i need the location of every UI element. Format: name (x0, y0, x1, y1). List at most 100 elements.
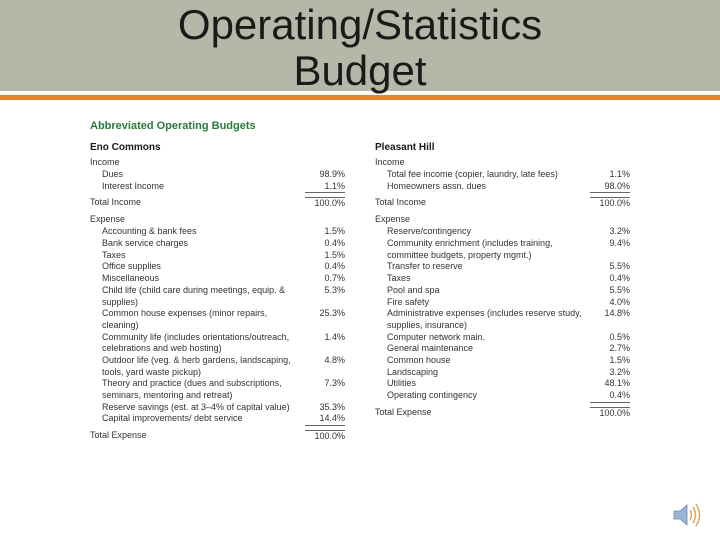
row-label: Bank service charges (90, 238, 305, 250)
row-value: 1.5% (305, 226, 345, 238)
page-title: Operating/Statistics Budget (0, 0, 720, 94)
row-value: 48.1% (590, 378, 630, 390)
data-row: Reserve savings (est. at 3–4% of capital… (90, 402, 345, 414)
data-row: Miscellaneous0.7% (90, 273, 345, 285)
row-label: Pool and spa (375, 285, 590, 297)
right-total-expense-label: Total Expense (375, 407, 432, 418)
row-value: 5.5% (590, 285, 630, 297)
row-value: 1.1% (305, 181, 345, 194)
row-value: 9.4% (590, 238, 630, 250)
title-line-2: Budget (293, 47, 426, 94)
row-value: 4.8% (305, 355, 345, 367)
row-label: Homeowners assn. dues (375, 181, 590, 193)
data-row: Administrative expenses (includes reserv… (375, 308, 630, 331)
right-total-expense: Total Expense 100.0% (375, 407, 630, 418)
data-row: Fire safety4.0% (375, 297, 630, 309)
row-label: Administrative expenses (includes reserv… (375, 308, 590, 331)
data-row: Taxes1.5% (90, 250, 345, 262)
left-income-label: Income (90, 157, 345, 167)
row-label: Common house expenses (minor repairs, cl… (90, 308, 305, 331)
row-label: Operating contingency (375, 390, 590, 402)
data-row: Dues98.9% (90, 169, 345, 181)
left-column: Eno Commons Income Dues98.9%Interest Inc… (90, 142, 345, 447)
title-line-1: Operating/Statistics (178, 1, 542, 48)
row-value: 1.1% (590, 169, 630, 181)
content-area: Abbreviated Operating Budgets Eno Common… (0, 100, 720, 457)
data-row: Community life (includes orientations/ou… (90, 332, 345, 355)
data-row: Theory and practice (dues and subscripti… (90, 378, 345, 401)
data-row: Accounting & bank fees1.5% (90, 226, 345, 238)
left-total-income-val: 100.0% (305, 197, 345, 208)
row-label: Theory and practice (dues and subscripti… (90, 378, 305, 401)
row-value: 1.5% (305, 250, 345, 262)
section-header: Abbreviated Operating Budgets (90, 120, 630, 132)
data-row: Interest Income1.1% (90, 181, 345, 194)
row-value: 14.8% (590, 308, 630, 320)
right-income-label: Income (375, 157, 630, 167)
row-value: 1.5% (590, 355, 630, 367)
left-total-expense-val: 100.0% (305, 430, 345, 441)
data-row: General maintenance2.7% (375, 343, 630, 355)
data-row: Total fee income (copier, laundry, late … (375, 169, 630, 181)
row-value: 3.2% (590, 226, 630, 238)
right-column: Pleasant Hill Income Total fee income (c… (375, 142, 630, 447)
data-row: Landscaping3.2% (375, 367, 630, 379)
data-row: Office supplies0.4% (90, 261, 345, 273)
row-label: Total fee income (copier, laundry, late … (375, 169, 590, 181)
right-total-income: Total Income 100.0% (375, 197, 630, 208)
data-row: Common house expenses (minor repairs, cl… (90, 308, 345, 331)
left-total-income-label: Total Income (90, 197, 141, 208)
right-total-income-val: 100.0% (590, 197, 630, 208)
left-total-expense: Total Expense 100.0% (90, 430, 345, 441)
data-row: Taxes0.4% (375, 273, 630, 285)
row-value: 0.4% (590, 273, 630, 285)
row-label: Community enrichment (includes training,… (375, 238, 590, 261)
row-value: 5.3% (305, 285, 345, 297)
row-label: Utilities (375, 378, 590, 390)
row-value: 0.4% (590, 390, 630, 403)
row-label: Capital improvements/ debt service (90, 413, 305, 425)
left-col-title: Eno Commons (90, 142, 345, 153)
row-value: 0.4% (305, 261, 345, 273)
right-col-title: Pleasant Hill (375, 142, 630, 153)
data-row: Homeowners assn. dues98.0% (375, 181, 630, 194)
data-row: Community enrichment (includes training,… (375, 238, 630, 261)
data-row: Common house1.5% (375, 355, 630, 367)
row-label: Office supplies (90, 261, 305, 273)
row-label: Taxes (90, 250, 305, 262)
row-value: 1.4% (305, 332, 345, 344)
data-row: Transfer to reserve5.5% (375, 261, 630, 273)
data-row: Bank service charges0.4% (90, 238, 345, 250)
row-value: 3.2% (590, 367, 630, 379)
data-row: Outdoor life (veg. & herb gardens, lands… (90, 355, 345, 378)
row-label: Reserve savings (est. at 3–4% of capital… (90, 402, 305, 414)
row-value: 7.3% (305, 378, 345, 390)
right-total-income-label: Total Income (375, 197, 426, 208)
row-value: 98.9% (305, 169, 345, 181)
row-label: Fire safety (375, 297, 590, 309)
data-row: Operating contingency0.4% (375, 390, 630, 403)
row-label: Computer network main. (375, 332, 590, 344)
data-row: Reserve/contingency3.2% (375, 226, 630, 238)
row-value: 5.5% (590, 261, 630, 273)
right-expense-label: Expense (375, 214, 630, 224)
row-label: Transfer to reserve (375, 261, 590, 273)
data-row: Capital improvements/ debt service14.4% (90, 413, 345, 426)
row-label: Reserve/contingency (375, 226, 590, 238)
row-value: 0.7% (305, 273, 345, 285)
row-label: Interest Income (90, 181, 305, 193)
row-label: Dues (90, 169, 305, 181)
left-expense-label: Expense (90, 214, 345, 224)
row-label: Common house (375, 355, 590, 367)
row-value: 14.4% (305, 413, 345, 426)
row-value: 0.5% (590, 332, 630, 344)
row-value: 25.3% (305, 308, 345, 320)
data-row: Utilities48.1% (375, 378, 630, 390)
row-value: 35.3% (305, 402, 345, 414)
right-total-expense-val: 100.0% (590, 407, 630, 418)
row-label: Community life (includes orientations/ou… (90, 332, 305, 355)
left-total-income: Total Income 100.0% (90, 197, 345, 208)
row-label: Outdoor life (veg. & herb gardens, lands… (90, 355, 305, 378)
row-value: 4.0% (590, 297, 630, 309)
left-total-expense-label: Total Expense (90, 430, 147, 441)
